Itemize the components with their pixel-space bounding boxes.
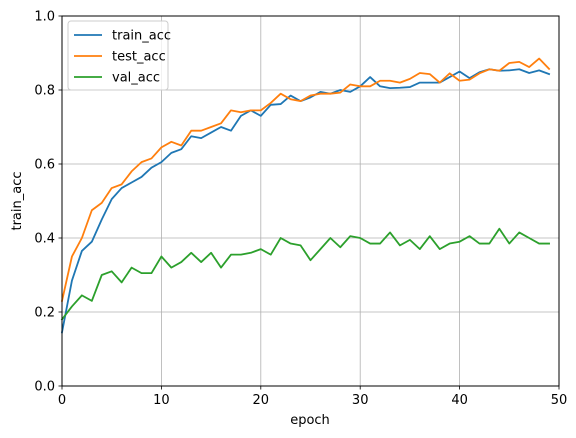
series-line-val-acc <box>60 227 550 321</box>
x-tick-label: 20 <box>253 393 270 408</box>
legend: train_acc test_acc val_acc <box>67 20 171 91</box>
y-tick-label: 1.0 <box>34 10 55 25</box>
x-tick-label: 0 <box>58 393 66 408</box>
x-tick-label: 10 <box>153 393 170 408</box>
y-tick-label: 0.4 <box>34 232 55 247</box>
x-axis-title: epoch <box>290 413 330 428</box>
legend-label-val-acc: val_acc <box>112 71 160 86</box>
y-axis-title: train_acc <box>10 171 25 230</box>
y-tick-label: 0.6 <box>34 158 55 173</box>
x-tick-label: 40 <box>451 393 468 408</box>
x-tick-label: 50 <box>551 393 568 408</box>
ticks: 0 10 20 30 40 50 0.0 0.2 0.4 0.6 0.8 1.0 <box>34 10 567 409</box>
y-tick-label: 0.8 <box>34 84 55 99</box>
series-line-test-acc <box>60 57 551 302</box>
grid <box>61 15 560 387</box>
legend-label-test-acc: test_acc <box>112 50 166 65</box>
legend-box <box>67 20 169 91</box>
legend-label-train-acc: train_acc <box>112 29 171 44</box>
plot-frame <box>61 15 560 387</box>
series-layer <box>60 57 551 334</box>
x-tick-label: 30 <box>352 393 369 408</box>
y-tick-label: 0.0 <box>34 380 55 395</box>
y-tick-label: 0.2 <box>34 306 55 321</box>
